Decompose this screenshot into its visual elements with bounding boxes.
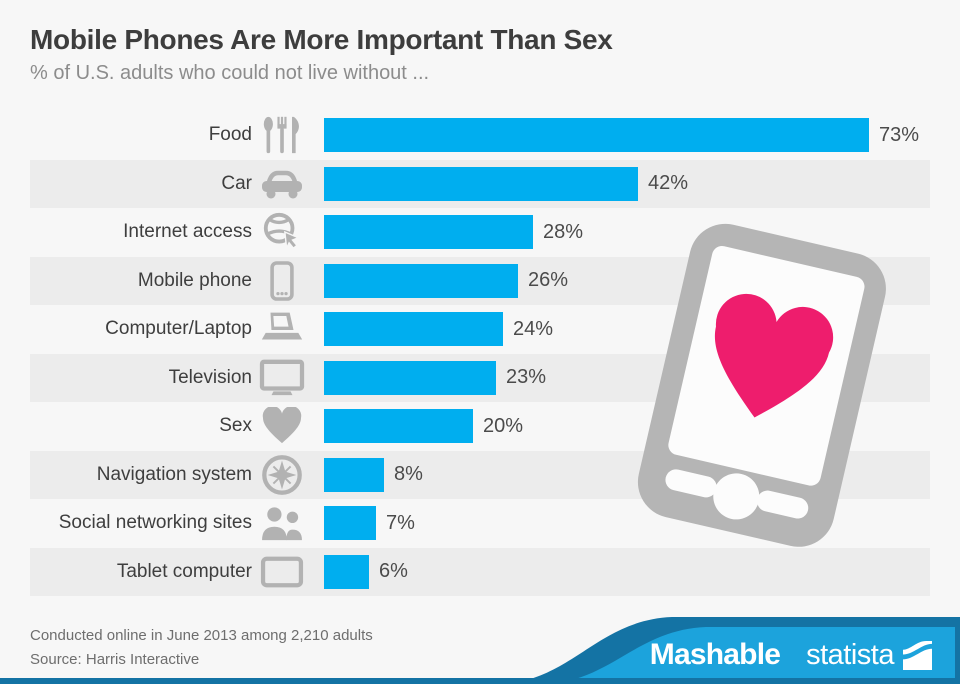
category-label: Navigation system — [96, 463, 252, 485]
value-label: 20% — [483, 414, 524, 437]
category-label: Mobile phone — [137, 269, 252, 291]
survey-note: Conducted online in June 2013 among 2,21… — [30, 627, 373, 644]
category-label: Computer/Laptop — [105, 318, 252, 340]
people-icon — [252, 504, 312, 542]
category-label: Internet access — [123, 221, 252, 243]
category-label: Social networking sites — [58, 512, 252, 534]
value-label: 6% — [379, 560, 408, 583]
statista-wordmark: statista — [806, 638, 894, 671]
value-bar — [324, 409, 473, 444]
value-bar — [324, 554, 369, 589]
chart-row: Car 42% — [30, 159, 930, 208]
compass-icon — [252, 453, 312, 497]
wave-light-fill — [540, 627, 955, 684]
category-label: Tablet computer — [116, 560, 252, 582]
chart-row: Computer/Laptop 24% — [30, 305, 930, 354]
value-bar — [324, 457, 384, 492]
category-label: Food — [208, 124, 252, 146]
laptop-icon — [252, 309, 312, 349]
bottom-accent-strip — [0, 678, 960, 684]
globe-cursor-icon — [252, 211, 312, 253]
chart-row: Internet access 28% — [30, 208, 930, 257]
statista-logo-icon — [903, 640, 932, 670]
value-label: 73% — [879, 123, 920, 146]
phone-heart-illustration — [637, 223, 886, 547]
statista-logo: statista — [806, 639, 932, 672]
footer-note: Conducted online in June 2013 among 2,21… — [30, 624, 373, 672]
value-label: 24% — [513, 317, 554, 340]
value-label: 23% — [506, 366, 547, 389]
page-subtitle: % of U.S. adults who could not live with… — [30, 62, 430, 84]
chart-row: Food 73% — [30, 111, 930, 160]
value-bar — [324, 166, 638, 201]
chart-row: Sex 20% — [30, 402, 930, 451]
value-bar — [324, 360, 496, 395]
heart-icon — [252, 407, 312, 445]
mashable-logo: Mashable — [649, 638, 781, 671]
tablet-icon — [252, 554, 312, 590]
car-icon — [252, 165, 312, 203]
category-label: Car — [221, 172, 252, 194]
category-label: Sex — [219, 415, 252, 437]
heart-shape — [714, 293, 834, 418]
footer-wave — [496, 617, 960, 684]
value-bar — [324, 215, 533, 250]
value-bar — [324, 312, 503, 347]
chart-row: Social networking sites 7% — [30, 499, 930, 548]
page-title: Mobile Phones Are More Important Than Se… — [30, 24, 613, 55]
mobile-phone-icon — [252, 259, 312, 303]
phone-button-right — [757, 490, 809, 519]
footer-brands: Mashable statista — [650, 638, 932, 672]
value-label: 28% — [543, 220, 584, 243]
phone-button-left — [665, 469, 717, 498]
value-bar — [324, 263, 518, 298]
value-label: 8% — [394, 463, 423, 486]
value-label: 42% — [648, 172, 689, 195]
value-label: 26% — [528, 269, 569, 292]
phone-button-center — [713, 473, 760, 520]
tv-icon — [252, 358, 312, 398]
category-label: Television — [168, 366, 252, 388]
source-note: Source: Harris Interactive — [30, 651, 200, 668]
value-bar — [324, 506, 376, 541]
value-bar — [324, 118, 869, 153]
cutlery-icon — [252, 115, 312, 155]
chart-row: Tablet computer 6% — [30, 547, 930, 596]
value-label: 7% — [386, 511, 415, 534]
